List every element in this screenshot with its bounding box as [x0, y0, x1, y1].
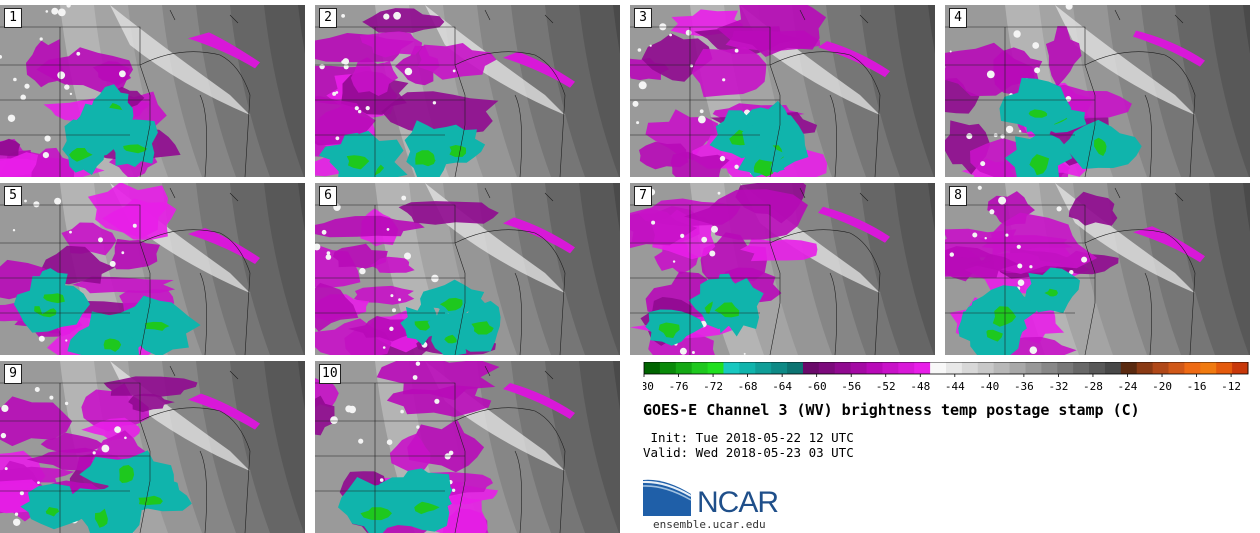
water-vapor-map	[0, 5, 305, 177]
colorbar-swatch	[723, 362, 740, 374]
colorbar-swatch	[739, 362, 756, 374]
colorbar-tick-label: -16	[1187, 380, 1207, 393]
temperature-colorbar: -80 -76 -72 -68 -64 -60 -56 -52 -48 -44 -40 -36 -32 -…	[643, 362, 1249, 393]
colorbar-tick-label: -56	[841, 380, 861, 393]
valid-time: Valid: Wed 2018-05-23 03 UTC	[643, 445, 854, 460]
colorbar-swatch	[787, 362, 804, 374]
forecast-panel-3: 3	[630, 5, 935, 177]
water-vapor-map	[315, 5, 620, 177]
colorbar-swatch	[1009, 362, 1026, 374]
colorbar-tick-label: -24	[1118, 380, 1138, 393]
colorbar-swatch	[644, 362, 661, 374]
colorbar-swatch	[946, 362, 963, 374]
colorbar-swatch	[818, 362, 836, 374]
colorbar-swatch	[834, 362, 852, 374]
colorbar-swatch	[1168, 362, 1185, 374]
colorbar-swatch	[882, 362, 899, 374]
colorbar-tick-label: -64	[772, 380, 792, 393]
water-vapor-map	[945, 183, 1250, 355]
forecast-panel-10: 10	[315, 361, 620, 533]
panel-number: 9	[4, 364, 22, 384]
init-time: Init: Tue 2018-05-22 12 UTC	[643, 430, 854, 445]
forecast-panel-8: 8	[945, 183, 1250, 355]
product-title: GOES-E Channel 3 (WV) brightness temp po…	[643, 401, 1140, 419]
ncar-logo-text: NCAR	[697, 486, 779, 519]
panel-number: 6	[319, 186, 337, 206]
colorbar-swatch	[771, 362, 788, 374]
forecast-panel-1: 1	[0, 5, 305, 177]
colorbar-swatch	[1025, 362, 1042, 374]
colorbar-tick-label: -36	[1014, 380, 1034, 393]
water-vapor-map	[315, 183, 620, 355]
water-vapor-map	[945, 5, 1250, 177]
colorbar-tick-label: -32	[1048, 380, 1068, 393]
colorbar-tick-label: -40	[979, 380, 999, 393]
ncar-logo	[643, 479, 692, 516]
water-vapor-map	[630, 5, 935, 177]
colorbar-swatch	[914, 362, 931, 374]
colorbar-tick-label: -12	[1221, 380, 1241, 393]
colorbar-swatch	[1232, 362, 1249, 374]
colorbar-swatch	[755, 362, 772, 374]
colorbar-tick-label: -52	[876, 380, 896, 393]
colorbar-swatch	[1200, 362, 1217, 374]
panel-number: 1	[4, 8, 22, 28]
water-vapor-map	[630, 183, 935, 355]
water-vapor-map	[0, 361, 305, 533]
colorbar-swatch	[1104, 362, 1122, 374]
panel-number: 8	[949, 186, 967, 206]
forecast-panel-5: 5	[0, 183, 305, 355]
colorbar-swatch	[930, 362, 947, 374]
forecast-panel-9: 9	[0, 361, 305, 533]
panel-number: 10	[319, 364, 341, 384]
colorbar-tick-label: -76	[669, 380, 689, 393]
colorbar-swatch	[1152, 362, 1170, 374]
colorbar-tick-label: -44	[945, 380, 965, 393]
colorbar-swatch	[1184, 362, 1201, 374]
colorbar-swatch	[898, 362, 915, 374]
site-url: ensemble.ucar.edu	[653, 518, 766, 531]
colorbar-swatch	[659, 362, 677, 374]
colorbar-swatch	[850, 362, 868, 374]
colorbar-tick-label: -72	[703, 380, 723, 393]
colorbar-tick-label: -20	[1152, 380, 1172, 393]
colorbar-swatch	[802, 362, 820, 374]
colorbar-tick-label: -60	[807, 380, 827, 393]
colorbar-swatch	[993, 362, 1011, 374]
colorbar-swatch	[707, 362, 724, 374]
panel-number: 3	[634, 8, 652, 28]
forecast-panel-4: 4	[945, 5, 1250, 177]
colorbar-swatch	[1057, 362, 1074, 374]
colorbar-tick-label: -80	[643, 380, 654, 393]
panel-number: 2	[319, 8, 337, 28]
colorbar-swatch	[866, 362, 883, 374]
forecast-panel-2: 2	[315, 5, 620, 177]
colorbar-tick-label: -28	[1083, 380, 1103, 393]
colorbar-tick-label: -48	[910, 380, 930, 393]
colorbar-swatch	[675, 362, 693, 374]
colorbar-swatch	[977, 362, 995, 374]
colorbar-swatch	[1041, 362, 1058, 374]
forecast-panel-7: 7	[630, 183, 935, 355]
colorbar-swatch	[1073, 362, 1090, 374]
colorbar-swatch	[1216, 362, 1233, 374]
colorbar-swatch	[1089, 362, 1106, 374]
colorbar-swatch	[961, 362, 979, 374]
water-vapor-map	[315, 361, 620, 533]
panel-number: 5	[4, 186, 22, 206]
panel-number: 7	[634, 186, 652, 206]
forecast-panel-6: 6	[315, 183, 620, 355]
colorbar-swatch	[1136, 362, 1154, 374]
colorbar-swatch	[1120, 362, 1138, 374]
panel-number: 4	[949, 8, 967, 28]
colorbar-tick-label: -68	[738, 380, 758, 393]
colorbar-swatch	[691, 362, 709, 374]
water-vapor-map	[0, 183, 305, 355]
